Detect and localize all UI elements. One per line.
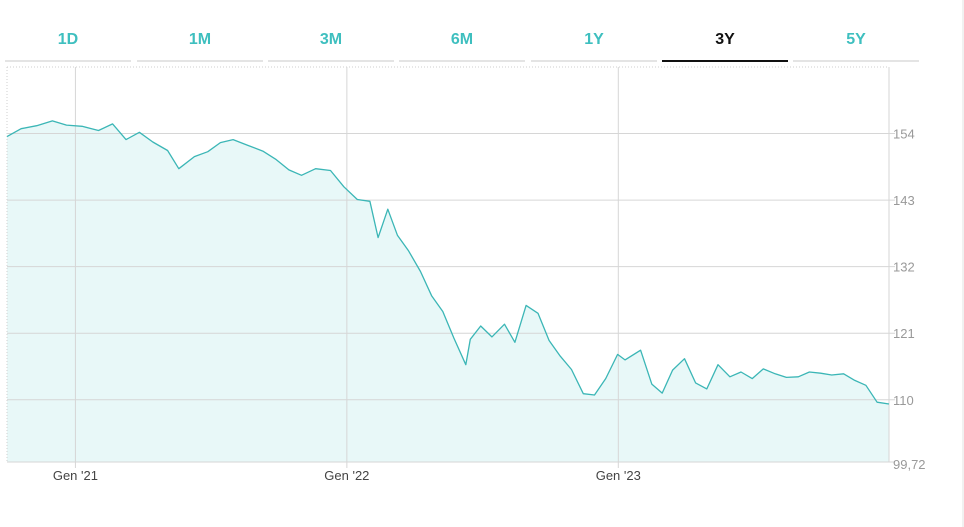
tab-1m[interactable]: 1M bbox=[137, 26, 263, 62]
y-tick-label: 99,72 bbox=[893, 457, 926, 472]
y-tick-label: 121 bbox=[893, 326, 915, 341]
price-area-fill bbox=[7, 120, 889, 463]
tab-3m[interactable]: 3M bbox=[268, 26, 394, 62]
tab-1y[interactable]: 1Y bbox=[531, 26, 657, 62]
y-tick-label: 143 bbox=[893, 193, 915, 208]
chart-grid bbox=[6, 66, 895, 468]
tab-1d[interactable]: 1D bbox=[5, 26, 131, 62]
tab-3y[interactable]: 3Y bbox=[662, 26, 788, 62]
scrollbar-track bbox=[962, 0, 964, 527]
tab-6m[interactable]: 6M bbox=[399, 26, 525, 62]
x-tick-label: Gen '21 bbox=[53, 468, 98, 483]
tab-5y[interactable]: 5Y bbox=[793, 26, 919, 62]
x-axis: Gen '21 Gen '22 Gen '23 bbox=[53, 468, 641, 483]
y-tick-label: 132 bbox=[893, 260, 915, 275]
price-line bbox=[6, 120, 890, 405]
y-tick-label: 110 bbox=[893, 393, 914, 408]
timeframe-tabs: 1D 1M 3M 6M 1Y 3Y 5Y bbox=[5, 26, 925, 62]
x-tick-label: Gen '22 bbox=[324, 468, 369, 483]
y-tick-label: 154 bbox=[893, 127, 915, 142]
y-axis: 154 143 132 121 110 99,72 bbox=[893, 127, 926, 472]
x-tick-label: Gen '23 bbox=[596, 468, 641, 483]
